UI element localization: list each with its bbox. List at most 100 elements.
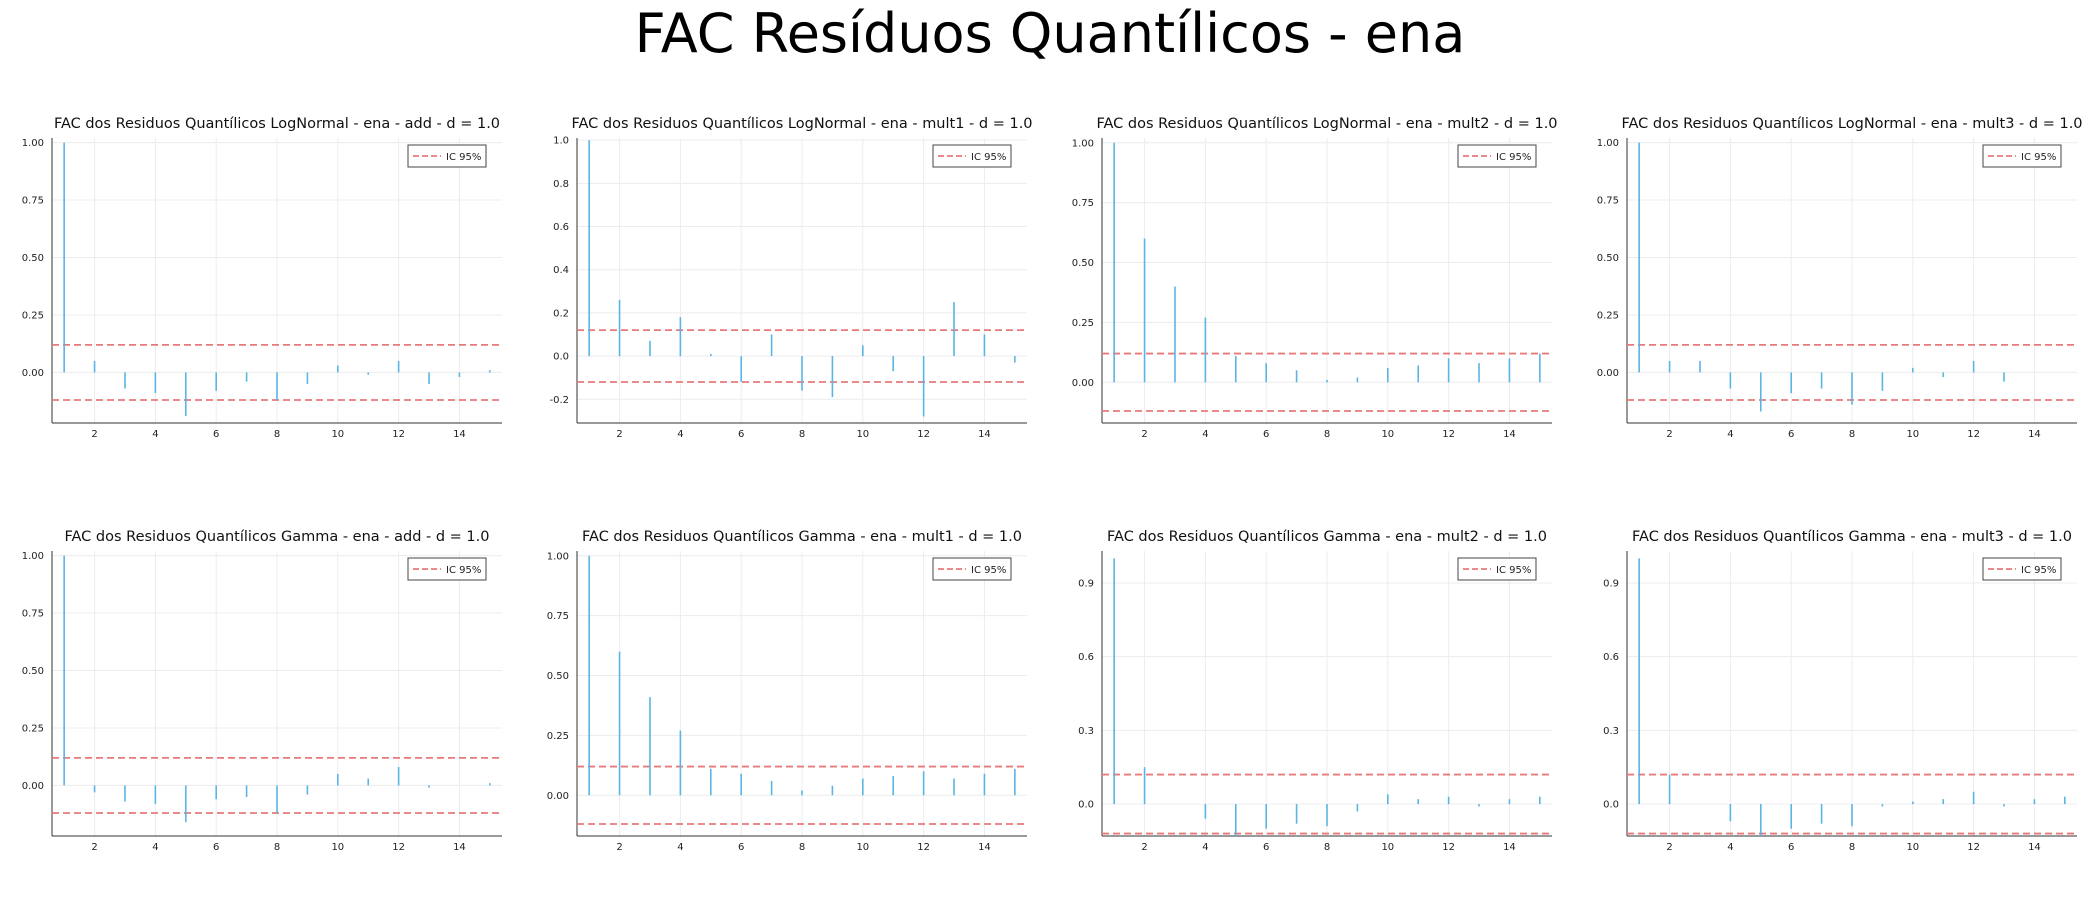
acf-chart-7: FAC dos Residuos Quantílicos Gamma - ena… — [1078, 529, 1552, 853]
legend-box — [932, 557, 1012, 581]
legend: IC 95% — [1982, 144, 2062, 168]
x-tick-label: 6 — [738, 429, 744, 440]
x-tick-label: 2 — [1141, 842, 1147, 853]
y-tick-label: 0.0 — [1603, 800, 1619, 811]
y-tick-label: -0.2 — [549, 395, 569, 406]
legend-label: IC 95% — [971, 565, 1006, 576]
x-tick-label: 8 — [274, 429, 280, 440]
legend-label: IC 95% — [1496, 152, 1531, 163]
x-tick-label: 2 — [91, 429, 97, 440]
y-tick-label: 0.00 — [1072, 378, 1094, 389]
legend: IC 95% — [1457, 557, 1537, 581]
x-tick-label: 2 — [1666, 429, 1672, 440]
x-tick-label: 6 — [213, 842, 219, 853]
y-tick-label: 0.9 — [1078, 578, 1094, 589]
legend: IC 95% — [1982, 557, 2062, 581]
x-tick-label: 8 — [274, 842, 280, 853]
x-tick-label: 2 — [1141, 429, 1147, 440]
y-tick-label: 0.6 — [1078, 652, 1094, 663]
acf-chart-6: FAC dos Residuos Quantílicos Gamma - ena… — [547, 529, 1027, 853]
y-tick-label: 1.00 — [547, 551, 569, 562]
x-tick-label: 14 — [1503, 842, 1516, 853]
x-tick-label: 10 — [1381, 842, 1394, 853]
y-tick-label: 0.50 — [1597, 253, 1619, 264]
acf-chart-8: FAC dos Residuos Quantílicos Gamma - ena… — [1603, 529, 2077, 853]
x-tick-label: 6 — [738, 842, 744, 853]
y-tick-label: 0.50 — [22, 253, 44, 264]
x-tick-label: 8 — [1324, 429, 1330, 440]
legend-box — [1982, 557, 2062, 581]
legend: IC 95% — [407, 144, 487, 168]
y-tick-label: 0.0 — [1078, 800, 1094, 811]
x-tick-label: 10 — [331, 842, 344, 853]
x-tick-label: 10 — [856, 429, 869, 440]
x-tick-label: 2 — [616, 429, 622, 440]
y-tick-label: 1.00 — [1072, 138, 1094, 149]
y-tick-label: 0.75 — [22, 609, 44, 620]
y-tick-label: 0.75 — [1597, 196, 1619, 207]
acf-chart-3: FAC dos Residuos Quantílicos LogNormal -… — [1072, 116, 1558, 440]
x-tick-label: 8 — [799, 429, 805, 440]
x-tick-label: 14 — [2028, 842, 2041, 853]
y-tick-label: 0.25 — [1072, 318, 1094, 329]
legend-label: IC 95% — [971, 152, 1006, 163]
x-tick-label: 12 — [392, 842, 405, 853]
x-tick-label: 8 — [1324, 842, 1330, 853]
x-tick-label: 4 — [152, 429, 158, 440]
y-tick-label: 0.0 — [553, 352, 569, 363]
y-tick-label: 1.00 — [22, 138, 44, 149]
x-tick-label: 6 — [1788, 429, 1794, 440]
x-tick-label: 12 — [1967, 429, 1980, 440]
chart-title: FAC dos Residuos Quantílicos LogNormal -… — [1096, 116, 1557, 132]
x-tick-label: 10 — [1906, 429, 1919, 440]
x-tick-label: 4 — [1727, 429, 1733, 440]
x-tick-label: 12 — [1967, 842, 1980, 853]
y-tick-label: 1.00 — [22, 551, 44, 562]
x-tick-label: 2 — [616, 842, 622, 853]
x-tick-label: 6 — [1788, 842, 1794, 853]
y-tick-label: 0.50 — [547, 671, 569, 682]
legend-label: IC 95% — [446, 565, 481, 576]
y-tick-label: 1.00 — [1597, 138, 1619, 149]
x-tick-label: 12 — [917, 429, 930, 440]
y-tick-label: 0.25 — [1597, 310, 1619, 321]
x-tick-label: 4 — [677, 842, 683, 853]
legend-box — [932, 144, 1012, 168]
y-tick-label: 0.6 — [1603, 652, 1619, 663]
figure-title: FAC Resíduos Quantílicos - ena — [634, 2, 1466, 65]
y-tick-label: 0.75 — [547, 611, 569, 622]
legend-box — [407, 557, 487, 581]
y-tick-label: 0.3 — [1603, 726, 1619, 737]
y-tick-label: 0.00 — [547, 791, 569, 802]
x-tick-label: 12 — [1442, 429, 1455, 440]
chart-title: FAC dos Residuos Quantílicos Gamma - ena… — [582, 529, 1022, 545]
legend-label: IC 95% — [1496, 565, 1531, 576]
y-tick-label: 0.75 — [1072, 198, 1094, 209]
chart-title: FAC dos Residuos Quantílicos Gamma - ena… — [65, 529, 490, 545]
acf-chart-1: FAC dos Residuos Quantílicos LogNormal -… — [22, 116, 502, 440]
chart-title: FAC dos Residuos Quantílicos Gamma - ena… — [1107, 529, 1547, 545]
y-tick-label: 0.2 — [553, 308, 569, 319]
acf-chart-4: FAC dos Residuos Quantílicos LogNormal -… — [1597, 116, 2083, 440]
legend: IC 95% — [932, 557, 1012, 581]
y-tick-label: 0.75 — [22, 196, 44, 207]
y-tick-label: 0.8 — [553, 179, 569, 190]
y-tick-label: 0.9 — [1603, 578, 1619, 589]
y-tick-label: 0.50 — [22, 666, 44, 677]
legend: IC 95% — [932, 144, 1012, 168]
y-tick-label: 0.50 — [1072, 258, 1094, 269]
x-tick-label: 6 — [213, 429, 219, 440]
y-tick-label: 0.3 — [1078, 726, 1094, 737]
legend-box — [1457, 557, 1537, 581]
y-tick-label: 0.25 — [547, 731, 569, 742]
x-tick-label: 12 — [1442, 842, 1455, 853]
legend: IC 95% — [407, 557, 487, 581]
chart-title: FAC dos Residuos Quantílicos Gamma - ena… — [1632, 529, 2072, 545]
x-tick-label: 10 — [1381, 429, 1394, 440]
x-tick-label: 12 — [392, 429, 405, 440]
legend-label: IC 95% — [446, 152, 481, 163]
chart-title: FAC dos Residuos Quantílicos LogNormal -… — [54, 116, 500, 132]
legend-box — [1982, 144, 2062, 168]
legend: IC 95% — [1457, 144, 1537, 168]
x-tick-label: 8 — [1849, 842, 1855, 853]
